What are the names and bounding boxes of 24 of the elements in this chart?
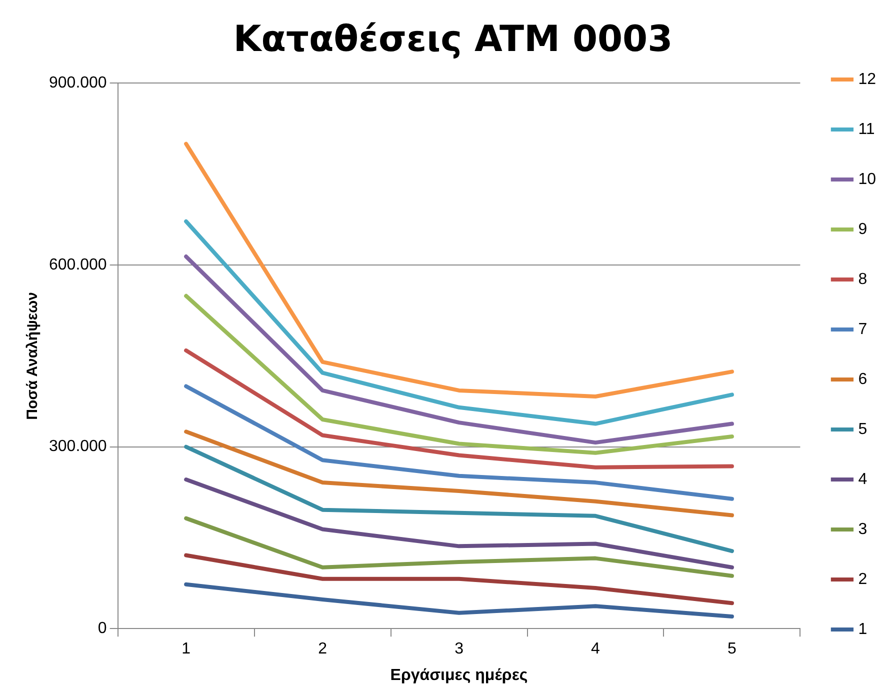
y-tick-label: 300.000 xyxy=(48,438,107,456)
x-tick-label: 4 xyxy=(591,640,600,658)
y-tick-label: 600.000 xyxy=(48,256,107,274)
legend-label: 11 xyxy=(858,120,875,138)
x-tick-label: 3 xyxy=(454,640,464,658)
legend-label: 10 xyxy=(858,170,876,188)
legend-label: 9 xyxy=(858,220,868,238)
legend-label: 12 xyxy=(858,70,876,88)
legend-label: 3 xyxy=(858,520,868,538)
chart-title: Καταθέσεις ATM 0003 xyxy=(233,18,673,60)
y-axis-title: Ποσά Αναλήψεων xyxy=(24,292,42,420)
legend-label: 5 xyxy=(858,420,868,438)
legend-label: 7 xyxy=(858,320,868,338)
legend-label: 1 xyxy=(858,620,868,638)
x-tick-label: 1 xyxy=(182,640,191,658)
y-tick-label: 0 xyxy=(98,620,107,638)
legend-label: 8 xyxy=(858,270,868,288)
y-tick-label: 900.000 xyxy=(48,74,107,92)
legend-label: 6 xyxy=(858,370,868,388)
legend-label: 4 xyxy=(858,470,868,488)
x-axis-title: Εργάσιμες ημέρες xyxy=(390,666,528,684)
x-tick-label: 5 xyxy=(728,640,737,658)
legend-label: 2 xyxy=(858,570,868,588)
x-tick-label: 2 xyxy=(318,640,328,658)
